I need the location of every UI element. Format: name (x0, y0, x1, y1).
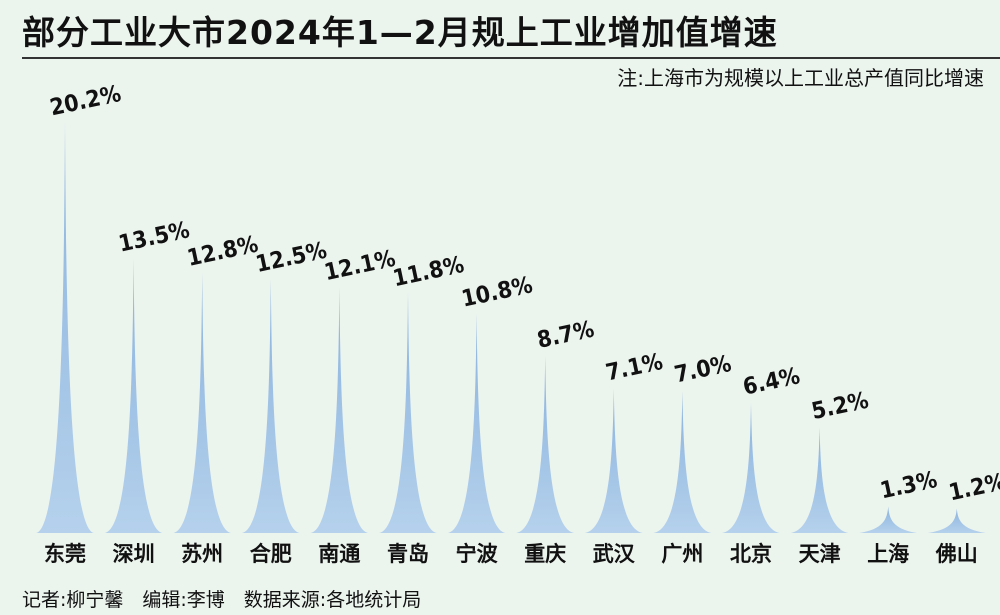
peak-合肥 (241, 278, 300, 533)
category-label-广州: 广州 (661, 542, 703, 566)
value-label-佛山: 1.2% (947, 469, 1000, 506)
peak-东莞 (36, 122, 94, 533)
category-label-佛山: 佛山 (935, 542, 978, 566)
peak-北京 (722, 402, 780, 533)
value-label-青岛: 11.8% (391, 252, 467, 292)
chart-title: 部分工业大市2024年1—2月规上工业增加值增速 (22, 13, 778, 52)
peak-重庆 (516, 355, 575, 533)
peak-天津 (790, 427, 849, 533)
category-label-东莞: 东莞 (44, 542, 86, 566)
category-label-苏州: 苏州 (181, 542, 223, 566)
value-label-深圳: 13.5% (116, 217, 192, 257)
value-label-上海: 1.3% (878, 467, 940, 504)
value-label-广州: 7.0% (672, 351, 734, 388)
category-label-深圳: 深圳 (113, 542, 155, 566)
value-label-南通: 12.1% (322, 246, 398, 286)
category-label-武汉: 武汉 (593, 542, 636, 566)
category-label-青岛: 青岛 (387, 542, 429, 566)
peak-广州 (653, 390, 712, 533)
value-label-苏州: 12.8% (185, 231, 261, 271)
category-label-宁波: 宁波 (456, 542, 499, 566)
category-label-上海: 上海 (867, 542, 909, 566)
value-label-北京: 6.4% (741, 363, 803, 400)
peak-苏州 (173, 272, 232, 533)
value-label-重庆: 8.7% (535, 316, 597, 353)
credit-line: 记者:柳宁馨 编辑:李博 数据来源:各地统计局 (22, 589, 422, 611)
peak-深圳 (104, 258, 163, 533)
value-label-武汉: 7.1% (604, 349, 666, 386)
category-label-重庆: 重庆 (524, 542, 566, 566)
peak-武汉 (584, 388, 643, 533)
peak-上海 (859, 506, 918, 533)
category-label-天津: 天津 (799, 542, 841, 566)
title-divider (22, 57, 1000, 59)
peak-青岛 (379, 292, 437, 533)
value-label-合肥: 12.5% (254, 238, 330, 278)
chart-note: 注:上海市为规模以上工业总产值同比增速 (617, 66, 984, 90)
category-label-合肥: 合肥 (250, 542, 292, 566)
value-label-东莞: 20.2% (48, 81, 124, 121)
peak-佛山 (927, 508, 986, 533)
value-label-宁波: 10.8% (459, 272, 535, 312)
value-label-天津: 5.2% (809, 388, 871, 425)
category-label-北京: 北京 (730, 542, 772, 566)
peak-南通 (310, 286, 369, 533)
peak-宁波 (447, 313, 506, 533)
category-label-南通: 南通 (318, 542, 360, 566)
